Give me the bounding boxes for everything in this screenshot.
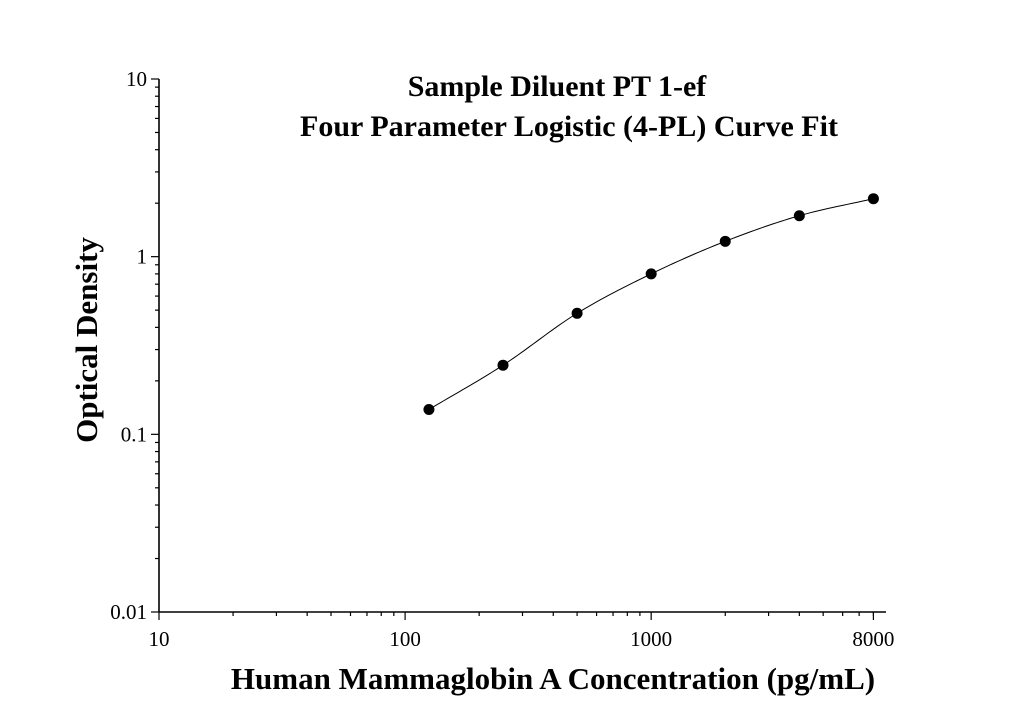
y-tick-label: 0.1 (121, 422, 147, 446)
minor-ticks (155, 86, 875, 616)
data-point (497, 359, 509, 371)
data-point (867, 193, 879, 205)
major-ticks (151, 78, 875, 620)
chart-subtitle: Four Parameter Logistic (4-PL) Curve Fit (300, 110, 838, 143)
y-tick-label: 0.01 (110, 600, 147, 624)
data-point (719, 235, 731, 247)
x-axis-label: Human Mammaglobin A Concentration (pg/mL… (231, 661, 875, 696)
data-point (423, 403, 435, 415)
tick-labels: 0.01 0.1 1 10 10 100 1000 8000 (110, 67, 894, 651)
data-point (571, 307, 583, 319)
y-tick-label: 1 (137, 245, 148, 269)
y-axis-label: Optical Density (69, 237, 104, 443)
fit-curve (428, 198, 874, 410)
axes (158, 79, 886, 613)
x-tick-label: 8000 (852, 627, 894, 651)
x-tick-label: 1000 (630, 627, 672, 651)
data-point (645, 268, 657, 280)
chart-title: Sample Diluent PT 1-ef (408, 70, 708, 103)
x-tick-label: 100 (389, 627, 421, 651)
data-point (793, 210, 805, 222)
data-points (423, 193, 879, 415)
x-tick-label: 10 (149, 627, 170, 651)
y-tick-label: 10 (126, 67, 147, 91)
